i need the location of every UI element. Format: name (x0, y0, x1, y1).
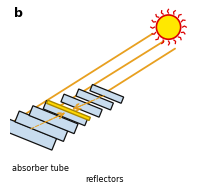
Polygon shape (76, 89, 113, 110)
Polygon shape (90, 85, 124, 103)
Polygon shape (0, 117, 57, 150)
Text: b: b (14, 7, 23, 20)
Text: reflectors: reflectors (85, 175, 124, 184)
Polygon shape (15, 111, 68, 141)
Text: absorber tube: absorber tube (12, 164, 69, 173)
Polygon shape (29, 106, 78, 134)
Polygon shape (43, 101, 88, 126)
Circle shape (156, 15, 181, 39)
Polygon shape (61, 94, 102, 117)
Polygon shape (47, 100, 90, 120)
